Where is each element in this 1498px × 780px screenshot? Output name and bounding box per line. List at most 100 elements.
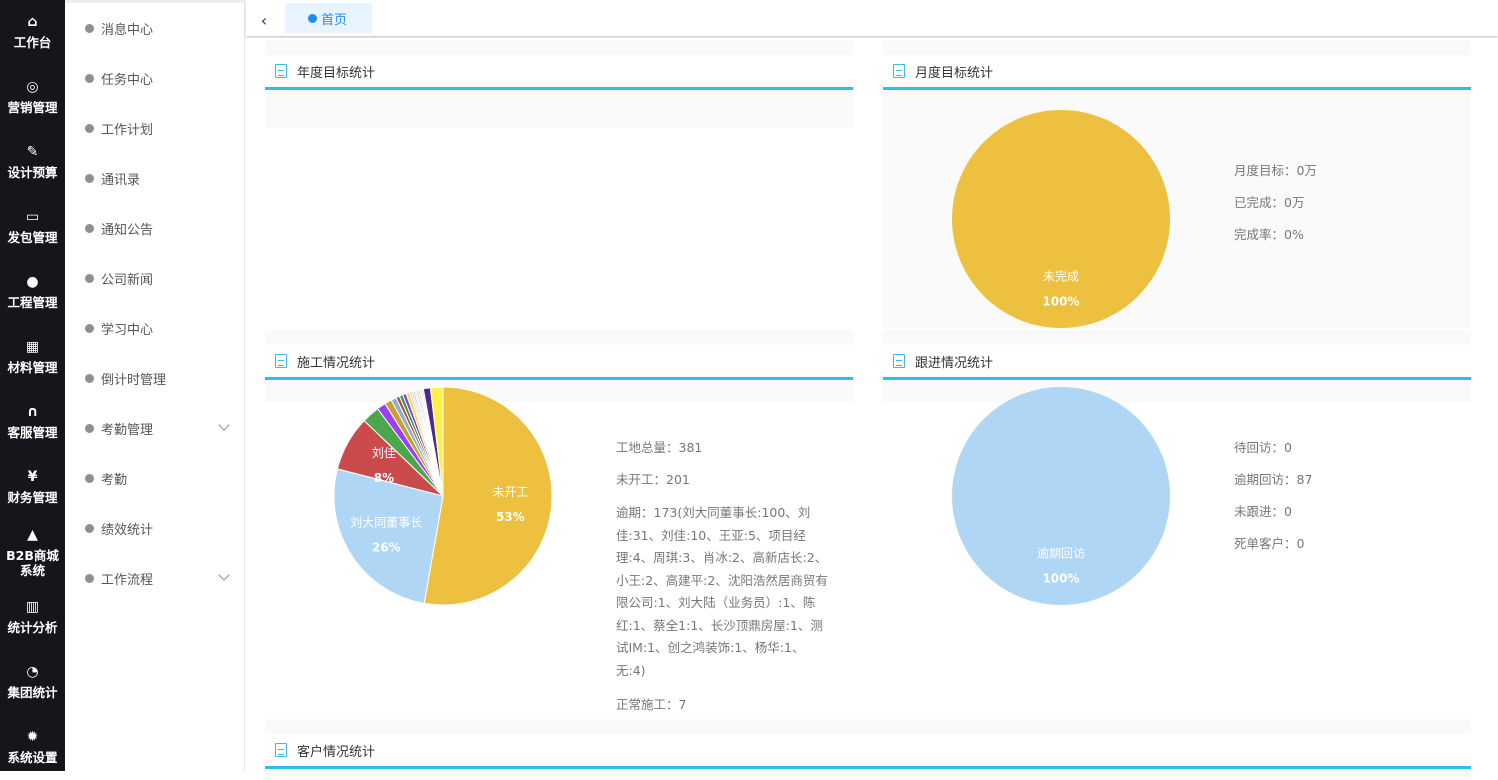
submenu-item[interactable]: 工作计划 — [65, 103, 244, 153]
nav-item[interactable]: ¥ 财务管理 — [0, 455, 65, 520]
slice-name: 刘大同董事长 — [350, 516, 422, 530]
nav-label: 工程管理 — [7, 295, 58, 310]
monitor-icon: ▭ — [25, 209, 40, 225]
submenu-item[interactable]: 消息中心 — [65, 3, 244, 53]
pending-visit: 待回访：0 — [1234, 440, 1292, 455]
main-nav: ⌂ 工作台 ◎ 营销管理 ✎ 设计预算 ▭ 发包管理 ● 工程管理 ▦ 材料管理 ∩ 客服管理 ¥ 财务管理 ▲… — [0, 0, 65, 771]
tab-home[interactable]: 首页 — [285, 3, 372, 33]
document-icon — [893, 354, 905, 368]
submenu-label: 工作计划 — [101, 122, 154, 138]
dot-icon — [85, 173, 94, 183]
dot-icon — [85, 573, 94, 583]
submenu-item[interactable]: 倒计时管理 — [65, 353, 244, 403]
construction-info: 工地总量：381 未开工：201 逾期：173(刘大同董事长:100、刘佳:31… — [616, 438, 831, 727]
dot-icon — [308, 14, 317, 23]
chevron-down-icon — [218, 419, 230, 431]
document-icon — [275, 64, 287, 78]
card-title: 客户情况统计 — [297, 744, 376, 760]
card-title: 施工情况统计 — [297, 355, 376, 371]
nav-item[interactable]: ∩ 客服管理 — [0, 390, 65, 455]
collapse-button[interactable]: ‹ — [246, 4, 282, 36]
nav-label: 工作台 — [13, 35, 52, 50]
dot-icon — [85, 323, 94, 333]
pie-slice[interactable] — [423, 386, 553, 606]
nav-item[interactable]: ◎ 营销管理 — [0, 65, 65, 130]
document-icon — [275, 354, 287, 368]
construction-card: 施工情况统计 — [265, 330, 853, 402]
monthly-target: 月度目标：0万 — [1234, 163, 1317, 178]
card-title: 年度目标统计 — [297, 65, 376, 81]
nav-label: 集团统计 — [7, 685, 58, 700]
pie-slice[interactable] — [952, 110, 1170, 328]
card-title: 月度目标统计 — [915, 65, 994, 81]
pie-slice[interactable] — [333, 468, 444, 604]
document-icon — [275, 743, 287, 757]
dot-icon — [85, 123, 94, 133]
overdue-visit: 逾期回访：87 — [1234, 472, 1313, 487]
dot-icon — [85, 273, 94, 283]
nav-item[interactable]: ▲ B2B商城系统 — [0, 520, 65, 585]
shopping-bag-icon: ▲ — [27, 526, 38, 543]
document-icon — [893, 64, 905, 78]
submenu-item[interactable]: 考勤管理 — [65, 403, 244, 453]
pie-slice[interactable] — [952, 387, 1170, 605]
submenu-label: 消息中心 — [101, 22, 154, 38]
nav-item[interactable]: ✎ 设计预算 — [0, 130, 65, 195]
nav-item[interactable]: ✹ 系统设置 — [0, 715, 65, 780]
monthly-info: 月度目标：0万 已完成：0万 完成率：0% — [1234, 161, 1317, 257]
monthly-pie-chart: 未完成 100% — [952, 110, 1170, 328]
pie-chart-icon: ◔ — [26, 664, 39, 680]
total-sites: 工地总量：381 — [616, 440, 703, 455]
submenu-label: 学习中心 — [101, 322, 154, 338]
followup-info: 待回访：0 逾期回访：87 未跟进：0 死单客户：0 — [1234, 438, 1312, 566]
nav-item[interactable]: ⌂ 工作台 — [0, 0, 65, 65]
edit-icon: ✎ — [26, 144, 39, 160]
slice-name: 未开工 — [492, 485, 528, 499]
nav-item[interactable]: ◔ 集团统计 — [0, 650, 65, 715]
slice-name: 未完成 — [1043, 269, 1079, 284]
chat-icon: ◎ — [26, 79, 39, 95]
nav-item[interactable]: ● 工程管理 — [0, 260, 65, 325]
nav-label: 财务管理 — [7, 490, 58, 505]
submenu-label: 绩效统计 — [101, 522, 154, 538]
slice-label: 26% — [372, 541, 401, 555]
submenu-item[interactable]: 学习中心 — [65, 303, 244, 353]
not-followed: 未跟进：0 — [1234, 504, 1292, 519]
bar-chart-icon: ▥ — [25, 599, 40, 615]
normal-construction: 正常施工：7 — [616, 697, 687, 712]
submenu-item[interactable]: 任务中心 — [65, 53, 244, 103]
headset-icon: ∩ — [26, 404, 39, 420]
slice-label: 100% — [1042, 572, 1079, 586]
submenu-item[interactable]: 绩效统计 — [65, 503, 244, 553]
nav-item[interactable]: ▥ 统计分析 — [0, 585, 65, 650]
nav-item[interactable]: ▭ 发包管理 — [0, 195, 65, 260]
dot-icon — [85, 373, 94, 383]
not-started: 未开工：201 — [616, 472, 690, 487]
tab-label: 首页 — [321, 12, 348, 28]
pie-slice[interactable] — [429, 386, 444, 497]
submenu-label: 公司新闻 — [101, 272, 154, 288]
nav-item[interactable]: ▦ 材料管理 — [0, 325, 65, 390]
submenu-label: 通知公告 — [101, 222, 154, 238]
submenu-label: 任务中心 — [101, 72, 154, 88]
home-icon: ⌂ — [27, 14, 38, 30]
slice-name: 逾期回访 — [1037, 546, 1085, 561]
nav-label: 发包管理 — [7, 230, 58, 245]
nav-label: 统计分析 — [7, 620, 58, 635]
monthly-rate: 完成率：0% — [1234, 227, 1304, 242]
overdue: 逾期：173(刘大同董事长:100、刘佳:31、刘佳:10、王亚:5、项目经理:… — [616, 505, 828, 678]
dot-icon — [85, 73, 94, 83]
dot-icon — [85, 523, 94, 533]
slice-label: 8% — [374, 471, 394, 485]
submenu-label: 工作流程 — [101, 572, 154, 588]
dot-icon — [85, 23, 94, 33]
submenu-item[interactable]: 通讯录 — [65, 153, 244, 203]
submenu-item[interactable]: 工作流程 — [65, 553, 244, 603]
submenu-item[interactable]: 考勤 — [65, 453, 244, 503]
construction-pie-chart: 未开工 53% 刘大同董事长 26% 刘佳 8% — [333, 386, 553, 606]
submenu-label: 考勤 — [101, 472, 128, 488]
submenu-item[interactable]: 通知公告 — [65, 203, 244, 253]
submenu-item[interactable]: 公司新闻 — [65, 253, 244, 303]
chevron-left-icon: ‹ — [260, 10, 268, 30]
slice-name: 刘佳 — [372, 446, 396, 460]
